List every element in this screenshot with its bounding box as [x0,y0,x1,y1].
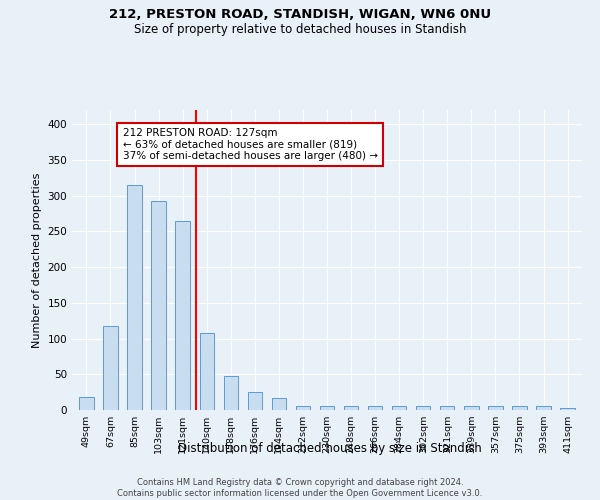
Bar [560,408,575,410]
Bar [512,406,527,410]
Bar [79,397,94,410]
Bar [175,220,190,410]
Text: Distribution of detached houses by size in Standish: Distribution of detached houses by size … [178,442,482,455]
Bar [248,392,262,410]
Bar [464,406,479,410]
Text: Size of property relative to detached houses in Standish: Size of property relative to detached ho… [134,22,466,36]
Bar [368,406,382,410]
Bar [344,406,358,410]
Bar [272,398,286,410]
Bar [199,333,214,410]
Bar [103,326,118,410]
Bar [536,406,551,410]
Y-axis label: Number of detached properties: Number of detached properties [32,172,42,348]
Text: Contains HM Land Registry data © Crown copyright and database right 2024.
Contai: Contains HM Land Registry data © Crown c… [118,478,482,498]
Bar [440,406,455,410]
Bar [392,406,406,410]
Bar [127,185,142,410]
Bar [296,406,310,410]
Bar [224,376,238,410]
Bar [320,406,334,410]
Text: 212 PRESTON ROAD: 127sqm
← 63% of detached houses are smaller (819)
37% of semi-: 212 PRESTON ROAD: 127sqm ← 63% of detach… [122,128,377,161]
Bar [416,406,430,410]
Bar [151,200,166,410]
Bar [488,406,503,410]
Text: 212, PRESTON ROAD, STANDISH, WIGAN, WN6 0NU: 212, PRESTON ROAD, STANDISH, WIGAN, WN6 … [109,8,491,20]
